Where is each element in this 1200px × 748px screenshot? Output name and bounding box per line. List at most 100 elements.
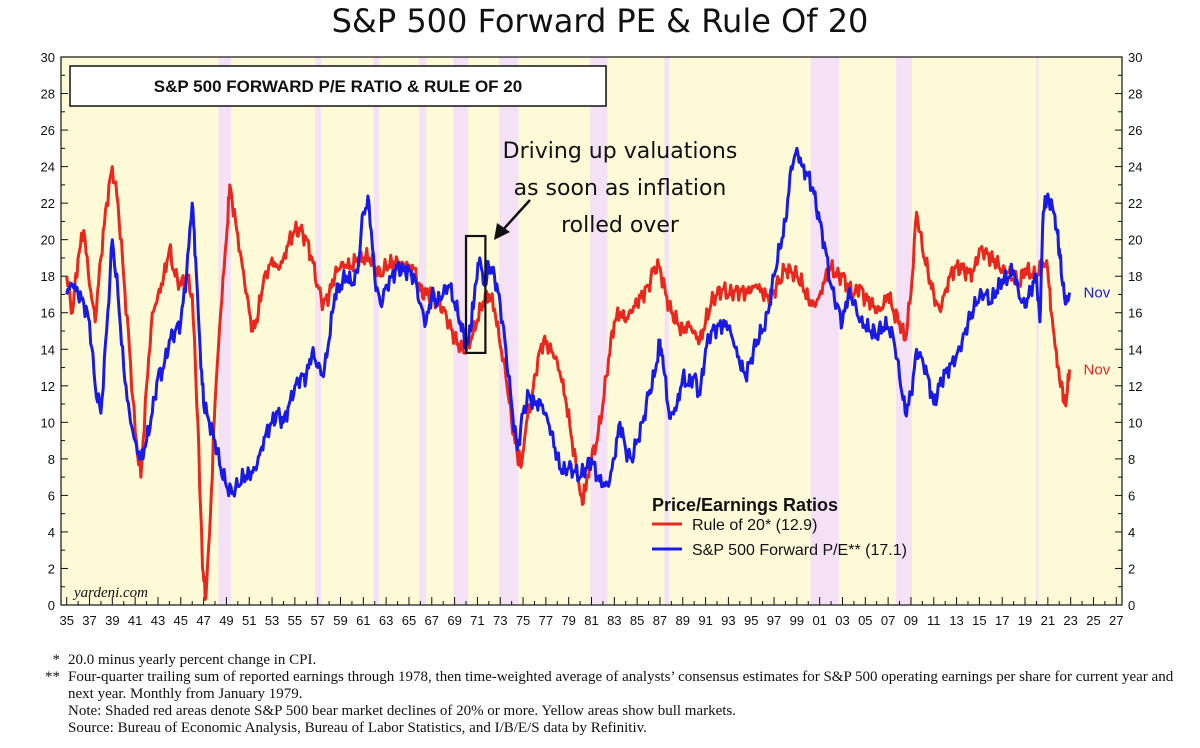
x-tick-label: 07: [881, 613, 895, 628]
x-tick-label: 67: [425, 613, 439, 628]
x-tick-label: 99: [790, 613, 804, 628]
x-tick-label: 79: [561, 613, 575, 628]
y-tick-label-left: 8: [48, 452, 55, 467]
series-lines: Nov Nov: [65, 146, 1111, 601]
x-tick-label: 85: [630, 613, 644, 628]
bear-market-band: [499, 57, 519, 605]
annotation-line-1: Driving up valuations: [503, 139, 738, 164]
footnotes: * 20.0 minus yearly percent change in CP…: [30, 652, 1180, 737]
x-tick-label: 57: [310, 613, 324, 628]
x-tick-label: 83: [607, 613, 621, 628]
y-tick-label-left: 20: [41, 233, 55, 248]
y-tick-label-left: 6: [48, 488, 55, 503]
y-tick-label-right: 30: [1128, 50, 1142, 65]
inner-title-box: [69, 65, 607, 107]
x-tick-label: 19: [1018, 613, 1032, 628]
x-tick-label: 61: [356, 613, 370, 628]
y-tick-label-left: 16: [41, 306, 55, 321]
y-tick-label-right: 26: [1128, 123, 1142, 138]
x-tick-label: 93: [721, 613, 735, 628]
forward-pe-end-label: Nov: [1084, 285, 1111, 302]
bear-market-band: [664, 57, 670, 605]
bear-market-band: [810, 57, 840, 605]
footnote-mark: *: [52, 652, 61, 668]
y-tick-label-right: 12: [1128, 379, 1142, 394]
footnote-text: 20.0 minus yearly percent change in CPI.: [68, 652, 317, 668]
y-tick-label-left: 18: [41, 269, 55, 284]
x-tick-label: 49: [219, 613, 233, 628]
x-tick-label: 09: [904, 613, 918, 628]
annotation: Driving up valuations as soon as inflati…: [464, 139, 738, 355]
y-tick-label-right: 8: [1128, 452, 1135, 467]
legend: Price/Earnings Ratios Rule of 20* (12.9)…: [652, 495, 907, 559]
y-tick-label-right: 4: [1128, 525, 1135, 540]
x-tick-label: 55: [288, 613, 302, 628]
footnote-4: Source: Bureau of Economic Analysis, Bur…: [30, 720, 1180, 737]
x-tick-label: 51: [242, 613, 256, 628]
x-tick-label: 43: [151, 613, 165, 628]
rule-of-20-end-label: Nov: [1084, 361, 1111, 378]
footnote-text: Four-quarter trailing sum of reported ea…: [68, 669, 1174, 702]
x-tick-label: 17: [995, 613, 1009, 628]
x-tick-label: 47: [196, 613, 210, 628]
footnote-mark: **: [45, 669, 60, 685]
page-title: S&P 500 Forward PE & Rule Of 20: [331, 2, 869, 40]
x-tick-label: 77: [539, 613, 553, 628]
bear-market-band: [1036, 57, 1039, 605]
x-tick-label: 15: [972, 613, 986, 628]
x-tick-label: 71: [470, 613, 484, 628]
y-tick-label-right: 20: [1128, 233, 1142, 248]
rule-of-20-line: [65, 165, 1071, 601]
x-tick-label: 63: [379, 613, 393, 628]
y-tick-label-left: 28: [41, 87, 55, 102]
bear-market-band: [419, 57, 427, 605]
y-tick-label-right: 14: [1128, 342, 1142, 357]
y-tick-label-left: 22: [41, 196, 55, 211]
annotation-line-2: as soon as inflation: [514, 176, 727, 201]
bear-market-shading: [218, 57, 1039, 605]
y-tick-label-right: 0: [1128, 598, 1135, 613]
y-tick-label-left: 0: [48, 598, 55, 613]
y-tick-label-left: 10: [41, 415, 55, 430]
plot-frame: [60, 56, 1123, 606]
y-tick-label-left: 2: [48, 561, 55, 576]
y-tick-label-left: 26: [41, 123, 55, 138]
x-tick-label: 95: [744, 613, 758, 628]
x-tick-label: 41: [128, 613, 142, 628]
y-tick-label-right: 28: [1128, 87, 1142, 102]
y-tick-label-right: 22: [1128, 196, 1142, 211]
y-tick-label-left: 30: [41, 50, 55, 65]
x-ticks: 35 37 39 41 43 45 47 49 51 53 55 57 59 61 63 65 67 69 71 73…: [59, 597, 1124, 628]
chart-title: S&P 500 FORWARD P/E RATIO & RULE OF 20: [154, 77, 522, 96]
x-tick-label: 69: [447, 613, 461, 628]
x-tick-label: 97: [767, 613, 781, 628]
x-tick-label: 81: [584, 613, 598, 628]
x-tick-label: 65: [402, 613, 416, 628]
y-tick-label-left: 24: [41, 160, 55, 175]
x-tick-label: 13: [949, 613, 963, 628]
y-tick-label-right: 2: [1128, 561, 1135, 576]
y-tick-label-left: 14: [41, 342, 55, 357]
x-tick-label: 59: [333, 613, 347, 628]
x-tick-label: 87: [653, 613, 667, 628]
y-tick-label-right: 24: [1128, 160, 1142, 175]
footnote-2: ** Four-quarter trailing sum of reported…: [30, 669, 1180, 703]
x-tick-label: 91: [698, 613, 712, 628]
x-tick-label: 27: [1109, 613, 1123, 628]
footnote-3: Note: Shaded red areas denote S&P 500 be…: [30, 703, 1180, 720]
y-tick-label-right: 18: [1128, 269, 1142, 284]
legend-label-rule20: Rule of 20* (12.9): [692, 517, 817, 534]
footnote-mark: [30, 720, 68, 737]
annotation-line-3: rolled over: [561, 213, 680, 238]
x-tick-label: 35: [59, 613, 73, 628]
y-tick-label-right: 6: [1128, 488, 1135, 503]
x-tick-label: 39: [105, 613, 119, 628]
y-tick-label-left: 4: [48, 525, 55, 540]
x-tick-label: 03: [835, 613, 849, 628]
bear-market-band: [373, 57, 380, 605]
annotation-arrow-line: [500, 199, 531, 233]
y-tick-label-left: 12: [41, 379, 55, 394]
x-tick-label: 23: [1063, 613, 1077, 628]
